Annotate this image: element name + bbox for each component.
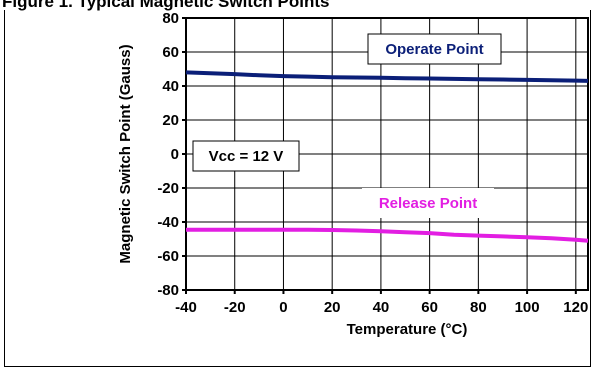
x-tick-label: 120 bbox=[563, 299, 588, 316]
y-tick-label: -80 bbox=[157, 282, 179, 299]
annotation-label-2: Vcc = 12 V bbox=[209, 148, 284, 165]
y-tick-label: 40 bbox=[162, 78, 179, 95]
y-tick-label: -40 bbox=[157, 214, 179, 231]
y-tick-label: -20 bbox=[157, 180, 179, 197]
y-tick-label: -60 bbox=[157, 248, 179, 265]
annotation-box-2 bbox=[192, 140, 300, 172]
y-tick-label: 0 bbox=[171, 146, 179, 163]
x-tick-label: 80 bbox=[470, 299, 487, 316]
x-tick-label: 60 bbox=[421, 299, 438, 316]
annotation-label-1: Release Point bbox=[379, 195, 477, 212]
annotation-box-1 bbox=[362, 188, 494, 218]
x-tick-label: 100 bbox=[515, 299, 540, 316]
y-tick-label: 80 bbox=[162, 10, 179, 27]
x-tick-label: -20 bbox=[224, 299, 246, 316]
x-axis-title: Temperature (°C) bbox=[347, 321, 468, 338]
x-tick-label: -40 bbox=[175, 299, 197, 316]
series-line-0 bbox=[185, 70, 589, 83]
figure-caption: Figure 1. Typical Magnetic Switch Points bbox=[2, 0, 330, 11]
annotation-label-0: Operate Point bbox=[385, 41, 483, 58]
x-tick-label: 0 bbox=[279, 299, 287, 316]
series-line-1 bbox=[186, 227, 589, 243]
y-tick-label: 60 bbox=[162, 44, 179, 61]
figure-frame bbox=[4, 10, 591, 367]
y-tick-label: 20 bbox=[162, 112, 179, 129]
y-axis-title: Magnetic Switch Point (Gauss) bbox=[117, 44, 134, 263]
x-tick-label: 20 bbox=[324, 299, 341, 316]
x-tick-label: 40 bbox=[373, 299, 390, 316]
annotation-box-0 bbox=[367, 33, 502, 65]
